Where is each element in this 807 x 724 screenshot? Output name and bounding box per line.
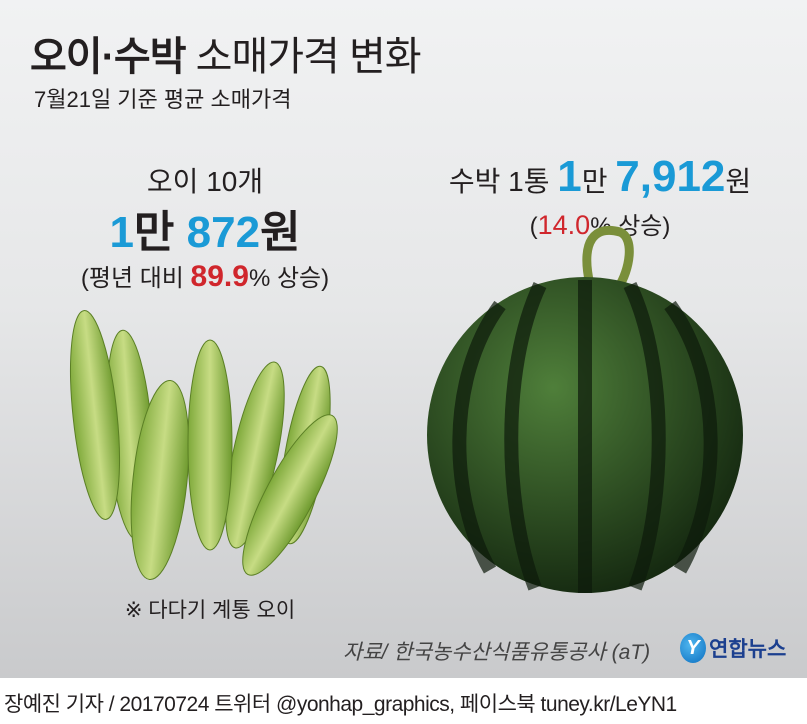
- cucumber-note: ※ 다다기 계통 오이: [124, 599, 296, 622]
- price-man: 1: [557, 152, 582, 201]
- price-man-unit: 만: [581, 166, 608, 197]
- change-prefix: (: [529, 213, 538, 240]
- cucumber-price: 1만 872원: [60, 196, 350, 260]
- title-rest: 소매가격 변화: [195, 35, 422, 79]
- yonhap-logo: Y 연합뉴스: [680, 633, 786, 663]
- cucumber-change: (평년 대비 89.9% 상승): [60, 258, 350, 294]
- logo-text: 연합뉴스: [709, 638, 787, 661]
- change-suffix: % 상승): [248, 265, 330, 292]
- change-value: 14.0: [537, 210, 591, 240]
- price-man-unit: 만: [133, 208, 175, 257]
- logo-mark-icon: Y: [680, 633, 706, 663]
- cucumber-image: [70, 310, 338, 580]
- footer-credit: 장예진 기자 / 20170724 트위터 @yonhap_graphics, …: [4, 693, 677, 716]
- price-unit: 원: [260, 208, 301, 257]
- price-rest: 7,912: [615, 152, 726, 201]
- change-prefix: (평년 대비: [80, 265, 184, 292]
- watermelon-label: 수박 1통: [448, 166, 550, 197]
- price-unit: 원: [725, 166, 752, 197]
- page-title: 오이·수박 소매가격 변화: [30, 24, 422, 82]
- watermelon-change: (14.0% 상승): [440, 206, 760, 241]
- title-bold: 오이·수박: [30, 35, 187, 79]
- subtitle: 7월21일 기준 평균 소매가격: [34, 87, 292, 112]
- cucumber-label: 오이 10개: [146, 166, 264, 197]
- source-credit: 자료/ 한국농수산식품유통공사 (aT): [343, 641, 651, 664]
- watermelon-price: 수박 1통 1만 7,912원: [440, 152, 760, 202]
- watermelon-image: [427, 226, 743, 593]
- price-rest: 872: [186, 208, 261, 257]
- price-man: 1: [109, 208, 134, 257]
- change-value: 89.9: [190, 260, 249, 293]
